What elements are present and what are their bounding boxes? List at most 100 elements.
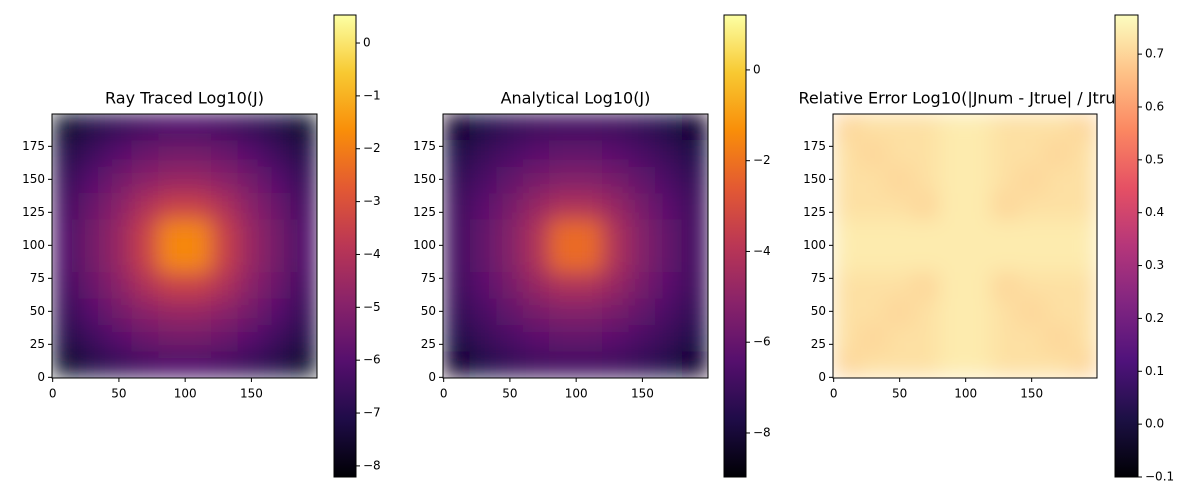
heatmap-cell	[211, 218, 239, 246]
heatmap-cell	[628, 324, 657, 352]
colorbar-tick-label: −6	[753, 335, 771, 349]
heatmap-cell	[131, 192, 160, 220]
heatmap-cell	[496, 192, 524, 220]
heatmap-cell	[443, 218, 471, 246]
heatmap-cell	[522, 324, 551, 352]
chart-title: Analytical Log10(J)	[501, 89, 651, 108]
y-tick-label: 175	[22, 139, 45, 153]
colorbar-tick-label: −4	[363, 247, 381, 261]
heatmap-cell	[1070, 139, 1097, 167]
heatmap-cell	[991, 114, 1019, 141]
heatmap-cell	[211, 165, 239, 194]
x-tick-label: 0	[440, 387, 448, 401]
colorbar-tick-label: 0	[753, 62, 761, 76]
heatmap-cell	[443, 350, 471, 378]
heatmap-cell	[184, 244, 213, 273]
heatmap-cells	[52, 114, 317, 378]
heatmap-cell	[469, 139, 498, 167]
heatmap-cell	[211, 139, 239, 167]
heatmap-cell	[912, 139, 940, 167]
heatmap-cell	[522, 350, 551, 378]
heatmap-cell	[158, 271, 186, 299]
heatmap-cell	[469, 192, 498, 220]
heatmap-cell	[655, 297, 683, 326]
heatmap-cell	[628, 165, 657, 194]
x-tick-label: 50	[502, 387, 517, 401]
heatmap-cell	[1044, 139, 1072, 167]
colorbar-tick-label: −7	[363, 406, 381, 420]
heatmap-image	[443, 114, 708, 378]
heatmap-cell	[549, 350, 577, 378]
heatmap-cell	[105, 218, 133, 246]
heatmap-cell	[1070, 271, 1097, 299]
heatmap-cell	[184, 165, 213, 194]
heatmap-cell	[965, 192, 993, 220]
heatmap-cell	[211, 324, 239, 352]
heatmap-cell	[522, 218, 551, 246]
heatmap-cell	[549, 218, 577, 246]
heatmap-image	[52, 114, 317, 378]
heatmap-cell	[469, 271, 498, 299]
heatmap-cell	[264, 114, 292, 141]
heatmap-cell	[1044, 324, 1072, 352]
heatmap-cell	[1017, 218, 1046, 246]
colorbar	[333, 14, 357, 478]
heatmap-cell	[575, 244, 604, 273]
y-tick-label: 150	[803, 172, 826, 186]
heatmap-cell	[938, 218, 967, 246]
y-tick-label: 150	[22, 172, 45, 186]
colorbar-tick-label: 0.3	[1145, 258, 1164, 272]
y-tick-label: 0	[428, 370, 436, 384]
heatmap-cell	[443, 114, 471, 141]
heatmap-cell	[522, 192, 551, 220]
heatmap-cell	[522, 139, 551, 167]
heatmap-cells	[833, 114, 1097, 378]
heatmap-cell	[1017, 114, 1046, 141]
heatmap-cell	[885, 114, 914, 141]
x-tick-label: 100	[565, 387, 588, 401]
heatmap-cell	[575, 297, 604, 326]
heatmap-cell	[991, 297, 1019, 326]
heatmap-cell	[290, 324, 317, 352]
heatmap-cell	[469, 165, 498, 194]
heatmap-cell	[469, 218, 498, 246]
y-tick-label: 50	[30, 304, 45, 318]
heatmap-cell	[938, 139, 967, 167]
heatmap-cell	[52, 114, 80, 141]
colorbar-tick-label: 0.2	[1145, 311, 1164, 325]
heatmap-cell	[912, 114, 940, 141]
heatmap-cell	[859, 297, 887, 326]
colorbar-tick-label: 0.6	[1145, 99, 1164, 113]
heatmap-cell	[237, 244, 266, 273]
heatmap-cell	[105, 192, 133, 220]
heatmap-cell	[158, 350, 186, 378]
x-tick-label: 50	[892, 387, 907, 401]
heatmap-cell	[575, 350, 604, 378]
x-tick-label: 150	[1020, 387, 1043, 401]
colorbar-tick-label: 0.4	[1145, 205, 1164, 219]
heatmap-cell	[237, 218, 266, 246]
heatmap-cell	[264, 165, 292, 194]
x-tick-label: 100	[174, 387, 197, 401]
heatmap-cell	[290, 297, 317, 326]
heatmap-cell	[938, 165, 967, 194]
heatmap-cell	[859, 324, 887, 352]
heatmap-cell	[602, 192, 630, 220]
heatmap-cell	[833, 324, 861, 352]
heatmap-cell	[496, 165, 524, 194]
heatmap-cell	[681, 297, 708, 326]
colorbar-tick-label: −6	[363, 353, 381, 367]
heatmap-cell	[52, 271, 80, 299]
heatmap-cell	[655, 244, 683, 273]
heatmap-cell	[991, 165, 1019, 194]
colorbar	[1114, 14, 1139, 478]
heatmap-cell	[443, 165, 471, 194]
heatmap-cell	[237, 114, 266, 141]
heatmap-cell	[991, 324, 1019, 352]
colorbar-tick-label: −5	[363, 300, 381, 314]
heatmap-cell	[131, 271, 160, 299]
heatmap-cell	[237, 350, 266, 378]
heatmap-cell	[469, 297, 498, 326]
y-tick-label: 175	[413, 139, 436, 153]
